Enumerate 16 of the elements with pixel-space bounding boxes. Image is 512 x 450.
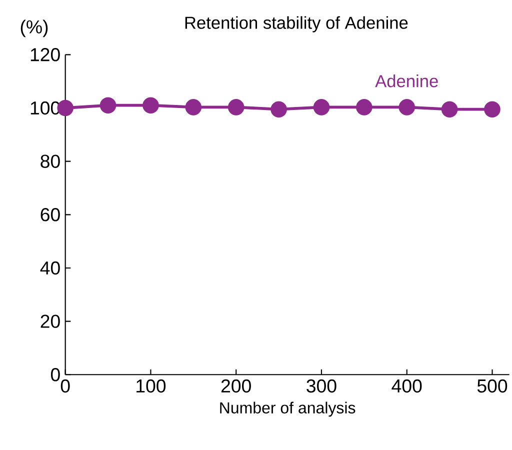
y-tick-label: 20: [40, 314, 60, 328]
series-label: Adenine: [375, 74, 438, 88]
y-tick-label: 60: [40, 208, 60, 222]
x-tick-label: 400: [392, 379, 422, 393]
x-tick-label: 500: [477, 379, 508, 393]
x-tick-label: 200: [221, 379, 251, 393]
y-tick-label: 120: [30, 48, 60, 62]
y-axis-title: (%): [20, 20, 48, 38]
y-tick-label: 40: [40, 261, 60, 275]
x-tick-label: 100: [136, 379, 166, 393]
x-tick-label: 300: [306, 379, 336, 393]
chart-title: Retention stability of Adenine: [185, 16, 408, 32]
x-tick-label: 0: [60, 379, 70, 393]
y-tick-label: 80: [40, 154, 60, 168]
y-tick-label: 0: [50, 368, 60, 382]
x-axis-title: Number of analysis: [220, 402, 356, 417]
